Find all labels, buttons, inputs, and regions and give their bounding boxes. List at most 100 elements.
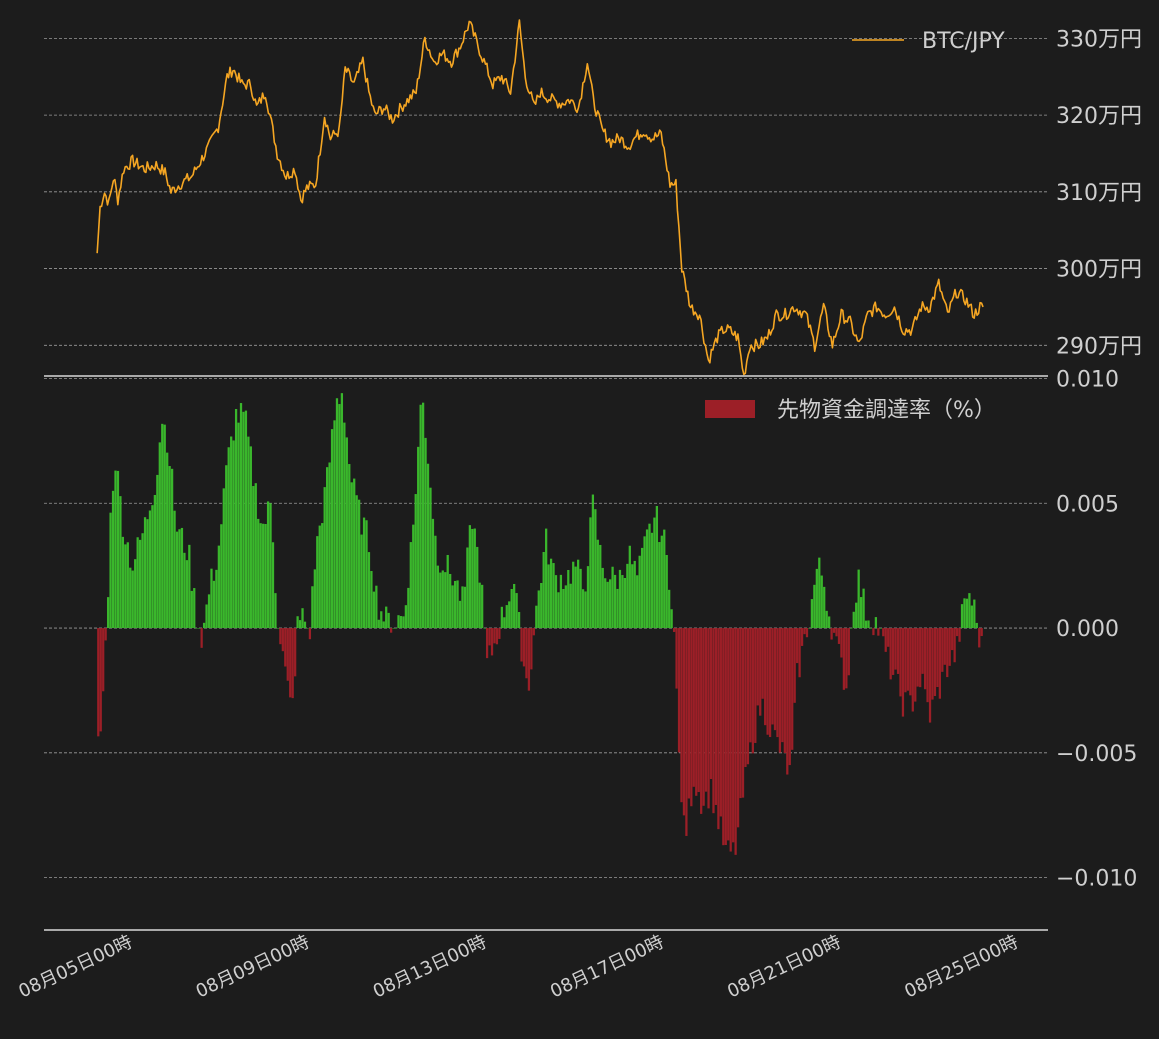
funding-bar bbox=[375, 585, 378, 629]
funding-bar bbox=[217, 545, 220, 629]
funding-bar bbox=[609, 579, 612, 629]
funding-bar bbox=[129, 567, 132, 629]
funding-bar bbox=[589, 517, 592, 629]
funding-bar bbox=[963, 598, 966, 629]
funding-bar bbox=[412, 524, 415, 629]
funding-bar bbox=[665, 555, 668, 629]
funding-bar bbox=[845, 628, 848, 689]
funding-bar bbox=[279, 628, 282, 645]
funding-bar bbox=[146, 519, 149, 629]
funding-bar bbox=[340, 393, 344, 629]
funding-bar bbox=[877, 628, 880, 636]
funding-bar bbox=[461, 586, 464, 629]
funding-bar bbox=[266, 501, 270, 629]
funding-bar bbox=[485, 628, 489, 659]
funding-bar bbox=[210, 568, 213, 629]
funding-bar bbox=[471, 528, 474, 629]
funding-bar bbox=[788, 628, 791, 766]
funding-bar bbox=[449, 573, 452, 629]
funding-bar bbox=[156, 474, 159, 629]
funding-bar bbox=[825, 610, 828, 629]
funding-bar bbox=[815, 568, 818, 629]
funding-bar bbox=[636, 575, 639, 629]
funding-bar bbox=[407, 587, 410, 629]
funding-bar bbox=[756, 628, 759, 706]
funding-bar bbox=[749, 628, 752, 743]
funding-bar bbox=[955, 628, 959, 637]
funding-bar bbox=[658, 542, 661, 629]
funding-bar bbox=[562, 588, 565, 629]
funding-bar bbox=[222, 488, 225, 629]
funding-bar bbox=[483, 628, 486, 629]
funding-bar bbox=[257, 518, 260, 629]
funding-bar bbox=[687, 628, 690, 799]
funding-bar bbox=[138, 539, 142, 629]
funding-bar bbox=[321, 523, 324, 629]
funding-bar bbox=[628, 545, 631, 629]
funding-bar bbox=[759, 628, 762, 716]
funding-bar bbox=[330, 429, 334, 629]
funding-bar bbox=[557, 592, 560, 629]
funding-bar bbox=[552, 563, 555, 629]
funding-bar bbox=[874, 617, 878, 629]
funding-bar bbox=[500, 606, 503, 629]
funding-bar bbox=[803, 628, 806, 635]
funding-y-tick-label: 0.010 bbox=[1056, 367, 1119, 392]
funding-bar bbox=[889, 628, 892, 680]
funding-bar bbox=[498, 628, 501, 639]
funding-bar bbox=[451, 585, 454, 629]
funding-bar bbox=[953, 628, 956, 663]
funding-bar bbox=[591, 494, 595, 629]
funding-bar bbox=[195, 628, 198, 629]
funding-bar bbox=[722, 628, 725, 846]
funding-bar bbox=[109, 512, 112, 629]
funding-bar bbox=[284, 628, 287, 667]
price-legend: BTC/JPY bbox=[852, 29, 1005, 54]
funding-bar bbox=[286, 628, 289, 681]
funding-bar bbox=[569, 583, 572, 629]
funding-bar bbox=[778, 628, 782, 753]
funding-bar bbox=[355, 495, 358, 629]
funding-bar bbox=[262, 523, 265, 629]
funding-bar bbox=[960, 604, 964, 629]
funding-bar bbox=[727, 628, 730, 841]
price-legend-label: BTC/JPY bbox=[922, 29, 1005, 54]
funding-bar bbox=[941, 628, 944, 672]
funding-bar bbox=[618, 569, 622, 629]
funding-bar bbox=[212, 580, 216, 629]
funding-bar bbox=[183, 552, 186, 629]
funding-y-tick-label: 0.005 bbox=[1056, 492, 1119, 517]
funding-bar bbox=[505, 605, 508, 629]
funding-bar bbox=[399, 616, 403, 629]
funding-bar bbox=[965, 598, 969, 629]
funding-bar bbox=[148, 510, 152, 629]
funding-legend: 先物資金調達率（%） bbox=[705, 398, 996, 423]
funding-bar bbox=[119, 496, 122, 629]
funding-bar bbox=[653, 517, 656, 629]
funding-bar bbox=[668, 589, 671, 629]
funding-bar bbox=[281, 628, 284, 652]
funding-bar bbox=[508, 601, 511, 629]
funding-bar bbox=[153, 494, 157, 629]
funding-bar bbox=[958, 628, 961, 642]
funding-bar bbox=[417, 446, 420, 629]
funding-bar bbox=[655, 505, 659, 629]
funding-bar bbox=[623, 578, 627, 629]
funding-bar bbox=[869, 628, 873, 629]
funding-bar bbox=[220, 524, 223, 629]
funding-bar bbox=[943, 628, 946, 665]
funding-bar bbox=[158, 442, 161, 629]
funding-bar bbox=[333, 420, 336, 629]
funding-bar bbox=[672, 628, 676, 632]
funding-bar bbox=[431, 518, 435, 629]
funding-bar bbox=[768, 628, 772, 738]
funding-bar bbox=[901, 628, 905, 717]
funding-bar bbox=[387, 612, 390, 629]
funding-bar bbox=[163, 424, 166, 629]
funding-bar bbox=[198, 628, 201, 629]
funding-bar bbox=[185, 560, 188, 629]
funding-bar bbox=[786, 628, 789, 775]
funding-bar bbox=[891, 628, 895, 675]
funding-bar bbox=[781, 628, 784, 743]
funding-bar bbox=[301, 608, 304, 629]
